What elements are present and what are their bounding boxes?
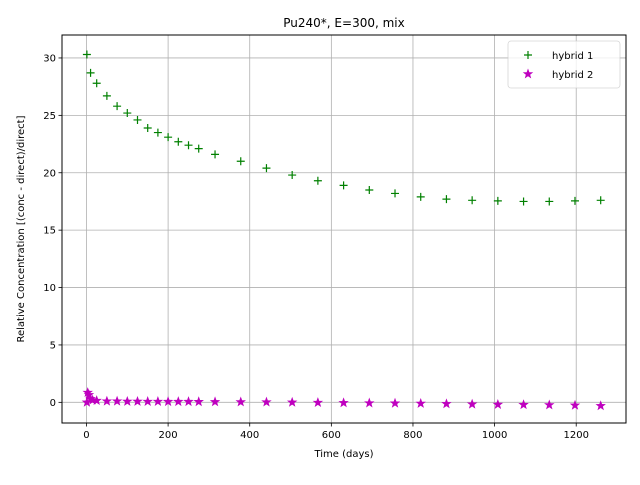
data-point (162, 396, 174, 407)
data-point (86, 68, 95, 77)
data-point (570, 196, 579, 205)
data-point (122, 395, 133, 406)
data-point (211, 150, 220, 159)
data-point (389, 397, 401, 408)
x-tick-label: 200 (159, 430, 178, 441)
legend-label: hybrid 1 (552, 51, 593, 62)
data-point (544, 399, 555, 410)
data-point (466, 398, 478, 409)
data-point (184, 141, 193, 150)
data-point (545, 197, 554, 206)
data-point (183, 396, 194, 407)
data-point (82, 50, 91, 59)
legend-box (507, 40, 621, 89)
data-point (365, 185, 374, 194)
data-point (132, 395, 143, 406)
data-point (313, 176, 322, 185)
data-point (152, 396, 164, 406)
data-point (286, 396, 298, 407)
y-axis-label: Relative Concentration [(conc - direct)/… (16, 115, 27, 342)
data-point (83, 389, 95, 400)
data-point (519, 197, 528, 206)
data-point (133, 115, 142, 124)
data-point (164, 133, 173, 142)
data-point (92, 79, 101, 88)
data-point (364, 397, 375, 408)
data-point (111, 395, 123, 406)
data-point (468, 196, 477, 205)
data-point (209, 396, 221, 407)
legend: hybrid 1 hybrid 2 (507, 40, 621, 89)
data-point (595, 400, 606, 411)
x-tick-label: 0 (83, 430, 89, 441)
y-tick-label: 0 (50, 398, 56, 409)
y-tick-label: 20 (43, 168, 56, 179)
data-point (492, 399, 504, 409)
data-point (339, 181, 348, 190)
data-point (143, 123, 152, 132)
data-point (415, 398, 426, 408)
data-point (123, 109, 132, 118)
data-point (416, 192, 425, 201)
x-tick-label: 1200 (563, 430, 588, 441)
legend-entry: hybrid 1 (524, 51, 593, 62)
data-point (113, 102, 122, 111)
y-tick-label: 15 (43, 226, 56, 237)
data-point (236, 157, 245, 166)
series-2 (81, 387, 606, 411)
plot-data (81, 50, 606, 411)
data-point (142, 396, 153, 406)
data-point (288, 171, 297, 180)
series-1 (82, 50, 605, 206)
data-point (101, 395, 113, 406)
data-point (261, 396, 272, 407)
legend-marker (522, 68, 534, 79)
data-point (569, 399, 581, 410)
data-point (596, 196, 605, 205)
y-tick-label: 30 (43, 53, 56, 64)
data-point (102, 91, 111, 100)
y-tick-label: 5 (50, 340, 56, 351)
x-axis-label: Time (days) (313, 449, 373, 460)
y-tick-label: 25 (43, 111, 56, 122)
legend-marker (524, 51, 532, 59)
axis-ticks: 0 200 400 600 800 1000 1200 0 5 10 15 20 25 30 (43, 53, 589, 441)
data-point (193, 396, 204, 407)
legend-label: hybrid 2 (552, 70, 593, 81)
data-point (493, 196, 502, 205)
x-tick-label: 800 (403, 430, 422, 441)
data-point (91, 395, 102, 406)
x-tick-label: 1000 (482, 430, 507, 441)
data-point (442, 195, 451, 204)
data-point (312, 397, 324, 407)
data-point (153, 128, 162, 137)
axes-frame (61, 34, 627, 424)
data-point (262, 164, 271, 173)
data-point (391, 189, 400, 198)
x-tick-label: 400 (240, 430, 259, 441)
x-tick-label: 600 (322, 430, 341, 441)
data-point (441, 398, 452, 409)
legend-entry: hybrid 2 (522, 68, 593, 81)
data-point (194, 144, 203, 153)
data-point (174, 137, 183, 146)
data-point (235, 396, 246, 407)
data-point (338, 397, 349, 408)
y-tick-label: 10 (43, 283, 56, 294)
chart-title: Pu240*, E=300, mix (283, 16, 404, 30)
data-point (518, 399, 529, 410)
data-point (173, 396, 184, 407)
